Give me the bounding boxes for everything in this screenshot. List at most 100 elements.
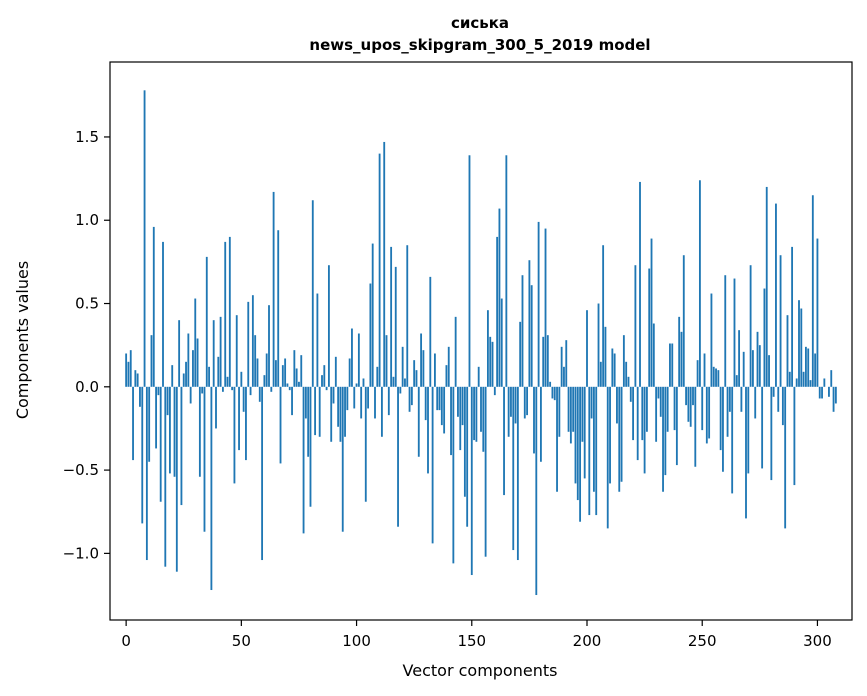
bar: [295, 368, 298, 387]
bar: [129, 350, 132, 387]
x-axis-label: Vector components: [403, 661, 558, 680]
bar: [798, 300, 800, 387]
bar: [703, 353, 706, 387]
bar: [830, 370, 833, 387]
bar: [337, 386, 340, 427]
bar: [173, 386, 176, 477]
bar: [270, 386, 273, 392]
bar: [394, 266, 397, 387]
bar: [475, 386, 478, 442]
bar: [436, 386, 439, 411]
bar: [401, 346, 404, 387]
bar: [740, 386, 743, 412]
bar: [182, 373, 185, 387]
bar: [360, 386, 363, 419]
y-tick-label: 0.0: [75, 378, 99, 396]
bar: [712, 366, 715, 387]
bar: [535, 386, 538, 596]
plot-frame: [109, 61, 853, 621]
bar: [678, 316, 681, 387]
bar: [717, 370, 720, 387]
bar: [834, 386, 837, 404]
bar: [533, 386, 535, 454]
bar: [376, 366, 379, 387]
bar: [772, 386, 775, 397]
bar: [698, 180, 701, 387]
bar: [369, 283, 372, 387]
x-tick-label: 250: [688, 632, 717, 650]
bar: [689, 386, 692, 427]
bar: [321, 375, 323, 387]
bar: [576, 386, 579, 501]
chart-title: сиська: [451, 14, 509, 32]
bar: [424, 386, 427, 421]
bar: [357, 333, 360, 387]
bar: [215, 386, 217, 429]
bar: [189, 386, 192, 404]
bar: [512, 386, 515, 551]
bar: [470, 386, 473, 576]
bar: [362, 378, 365, 387]
bar: [768, 355, 770, 387]
bar: [701, 386, 704, 431]
bar: [443, 386, 446, 434]
y-tick-label: −1.0: [63, 544, 99, 562]
bar: [486, 310, 489, 387]
y-tick-label: −0.5: [63, 461, 99, 479]
bar: [447, 346, 450, 387]
bar: [530, 285, 533, 387]
bar: [519, 321, 522, 387]
bar: [238, 386, 240, 451]
bar: [311, 200, 314, 387]
bar: [348, 358, 351, 387]
bar: [493, 386, 496, 396]
bar: [284, 358, 287, 387]
bar: [544, 228, 547, 387]
bar: [314, 386, 317, 436]
bar: [724, 275, 727, 387]
bar: [385, 335, 388, 387]
bar: [763, 288, 766, 387]
bar: [597, 303, 600, 387]
bar: [599, 361, 602, 387]
bar: [480, 386, 482, 432]
bar: [134, 370, 137, 387]
bar: [298, 381, 300, 387]
bar: [627, 376, 630, 387]
bar: [613, 353, 616, 387]
bar: [652, 323, 655, 387]
bar: [265, 353, 268, 387]
bar: [551, 386, 554, 399]
bar: [201, 386, 204, 394]
bar: [498, 208, 501, 387]
bar: [705, 386, 708, 444]
bar: [300, 355, 303, 387]
bar: [387, 386, 390, 416]
bar: [809, 380, 812, 387]
bar: [606, 386, 609, 529]
bar: [473, 386, 476, 441]
bar: [507, 386, 510, 437]
bar: [583, 386, 586, 479]
bar: [141, 386, 144, 524]
bar: [217, 356, 220, 387]
bar: [816, 238, 819, 387]
bar: [380, 386, 383, 437]
bar: [477, 366, 480, 387]
bar: [127, 361, 130, 387]
x-tick-label: 50: [232, 632, 251, 650]
y-tick-label: 1.0: [75, 211, 99, 229]
bar: [505, 155, 508, 387]
bar: [420, 333, 423, 387]
bar: [620, 386, 623, 482]
bar: [537, 221, 540, 387]
bar: [410, 386, 413, 406]
bar: [728, 386, 731, 412]
bar: [263, 375, 266, 387]
bar: [777, 386, 780, 412]
bar: [293, 350, 296, 387]
bar: [367, 386, 370, 409]
bar: [212, 320, 215, 387]
bar: [482, 386, 485, 452]
bar: [164, 386, 167, 567]
